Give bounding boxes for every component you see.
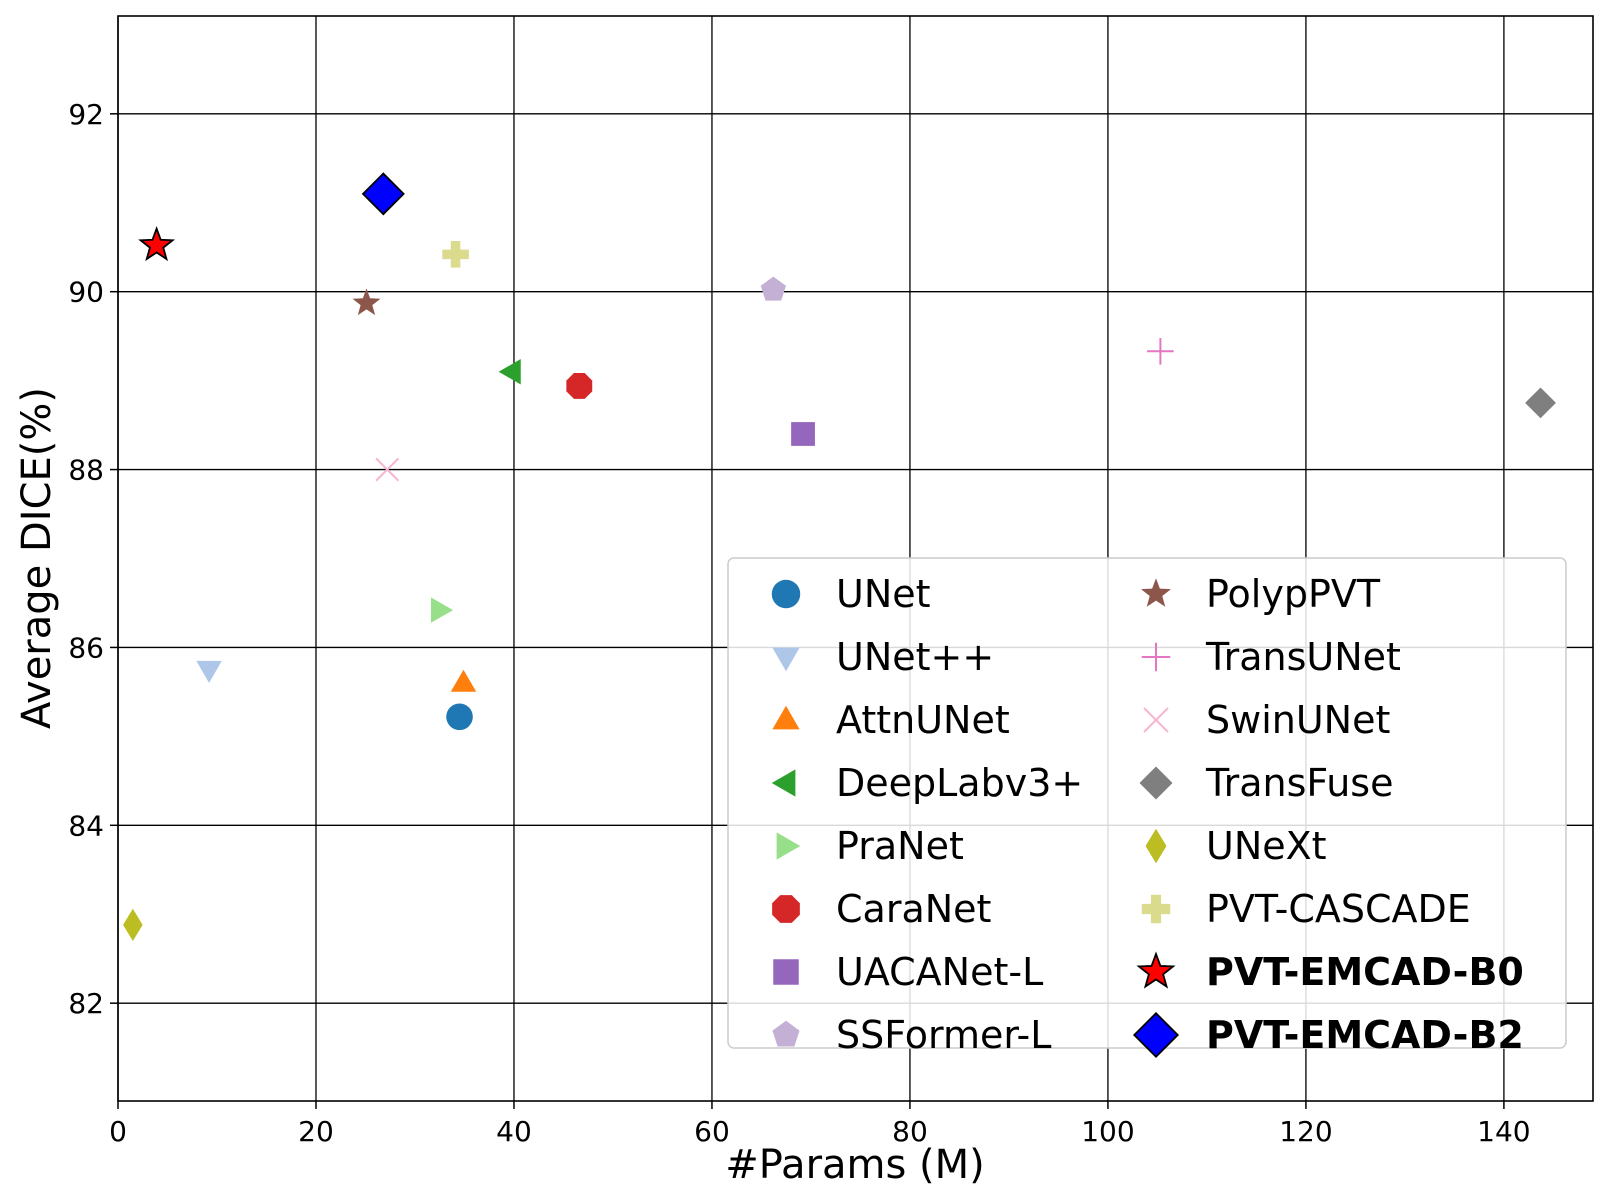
y-tick-label: 88 (68, 454, 104, 487)
legend-label: DeepLabv3+ (836, 761, 1083, 805)
legend-marker (1141, 578, 1171, 607)
data-point (352, 288, 381, 316)
legend-label: AttnUNet (836, 698, 1010, 742)
x-tick-label: 40 (496, 1115, 532, 1148)
data-points (123, 172, 1556, 942)
legend-marker (776, 832, 801, 860)
x-tick-label: 80 (892, 1115, 928, 1148)
legend-label: UACANet-L (836, 950, 1043, 994)
y-tick-label: 86 (68, 631, 104, 664)
legend-marker (772, 705, 800, 730)
x-tick-label: 120 (1279, 1115, 1332, 1148)
legend-label: SwinUNet (1206, 698, 1390, 742)
y-tick-label: 90 (68, 276, 104, 309)
y-axis-title: Average DICE(%) (14, 387, 60, 729)
x-tick-label: 100 (1081, 1115, 1134, 1148)
legend-marker (772, 647, 800, 672)
x-tick-label: 140 (1477, 1115, 1530, 1148)
data-point (442, 241, 469, 268)
legend-label: PolypPVT (1206, 572, 1381, 616)
legend-marker (1139, 766, 1173, 800)
legend-marker (1145, 828, 1167, 864)
legend-marker (1136, 951, 1176, 989)
legend-marker (772, 1020, 800, 1047)
legend-label: SSFormer-L (836, 1013, 1051, 1057)
legend-label: PraNet (836, 824, 964, 868)
legend-label: PVT-CASCADE (1206, 887, 1471, 931)
data-point (446, 703, 473, 731)
legend-label: UNeXt (1206, 824, 1327, 868)
legend-marker (1141, 642, 1171, 672)
axis-ticks: 0 20 40 60 80 100 120 140 82 84 86 88 90 92 (68, 98, 1530, 1148)
plot-frame (117, 15, 1594, 1102)
legend-marker (1141, 894, 1171, 924)
data-point (1147, 337, 1174, 365)
y-tick-label: 92 (68, 98, 104, 131)
legend-label: CaraNet (836, 887, 991, 931)
data-point (498, 359, 521, 385)
legend-marker (771, 769, 796, 797)
legend-marker (1132, 1011, 1180, 1059)
data-point (760, 276, 786, 301)
x-tick-label: 60 (694, 1115, 730, 1148)
data-point (138, 226, 176, 262)
legend-label: TransFuse (1205, 761, 1393, 805)
legend-marker (773, 959, 799, 985)
data-point (791, 422, 815, 446)
data-point (566, 373, 593, 399)
legend-marker (771, 579, 801, 609)
data-point (430, 597, 454, 623)
data-point (361, 172, 405, 216)
data-point (375, 457, 400, 482)
x-axis-title: #Params (M) (725, 1142, 985, 1188)
legend: UNet UNet++ AttnUNet DeepLabv3+ PraNet CaraNe… (727, 557, 1567, 1059)
data-point (196, 660, 222, 683)
legend-label: PVT-EMCAD-B2 (1206, 1013, 1524, 1057)
legend-label: TransUNet (1205, 635, 1401, 679)
y-tick-label: 82 (68, 987, 104, 1020)
x-tick-label: 20 (298, 1115, 334, 1148)
legend-label: PVT-EMCAD-B0 (1206, 950, 1524, 994)
data-point (123, 908, 143, 942)
x-tick-label: 0 (109, 1115, 127, 1148)
legend-marker (772, 895, 800, 923)
legend-label: UNet (836, 572, 931, 616)
legend-marker (1143, 707, 1169, 733)
data-point (1525, 387, 1556, 419)
data-point (450, 669, 477, 692)
y-tick-label: 84 (68, 809, 104, 842)
legend-label: UNet++ (836, 635, 994, 679)
